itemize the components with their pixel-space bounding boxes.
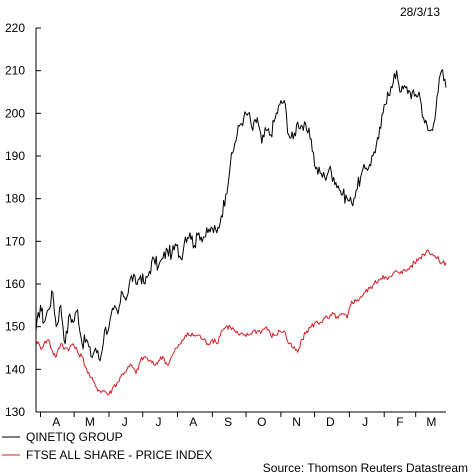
y-tick-label: 170	[5, 234, 25, 248]
y-tick-label: 160	[5, 277, 25, 291]
y-tick-label: 220	[5, 21, 25, 35]
series-line-qinetiq	[35, 69, 447, 362]
legend-label-ftse: FTSE ALL SHARE - PRICE INDEX	[26, 448, 212, 462]
x-tick-label: O	[257, 415, 266, 429]
chart-date-label: 28/3/13	[400, 5, 440, 19]
x-tick-label: M	[85, 415, 95, 429]
y-tick-label: 180	[5, 192, 25, 206]
y-tick-label: 150	[5, 320, 25, 334]
source-label: Source: Thomson Reuters Datastream	[263, 461, 468, 475]
x-tick-label: A	[52, 415, 60, 429]
y-tick-label: 190	[5, 149, 25, 163]
legend: QINETIQ GROUP FTSE ALL SHARE - PRICE IND…	[2, 430, 212, 462]
y-tick-label: 140	[5, 362, 25, 376]
x-tick-label: S	[224, 415, 232, 429]
y-axis: 130 140 150 160 170 180 190 200 210 220	[5, 21, 41, 419]
legend-label-qinetiq: QINETIQ GROUP	[26, 430, 123, 444]
y-tick-label: 210	[5, 64, 25, 78]
x-tick-label: J	[155, 415, 161, 429]
x-tick-label: N	[292, 415, 301, 429]
y-tick-label: 130	[5, 405, 25, 419]
y-tick-label: 200	[5, 106, 25, 120]
x-tick-label: M	[426, 415, 436, 429]
x-tick-label: J	[122, 415, 128, 429]
x-tick-label: F	[396, 415, 403, 429]
x-tick-label: J	[362, 415, 368, 429]
x-tick-label: D	[326, 415, 335, 429]
x-tick-label: A	[189, 415, 197, 429]
series-line-ftse	[35, 249, 447, 396]
series-lines	[35, 69, 447, 396]
